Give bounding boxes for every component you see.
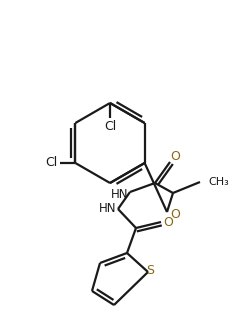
Text: O: O: [170, 208, 180, 221]
Text: CH₃: CH₃: [208, 177, 229, 187]
Text: HN: HN: [111, 187, 129, 200]
Text: HN: HN: [99, 202, 117, 215]
Text: O: O: [163, 216, 173, 229]
Text: O: O: [170, 151, 180, 164]
Text: Cl: Cl: [45, 157, 58, 170]
Text: S: S: [146, 264, 154, 277]
Text: Cl: Cl: [104, 120, 116, 133]
